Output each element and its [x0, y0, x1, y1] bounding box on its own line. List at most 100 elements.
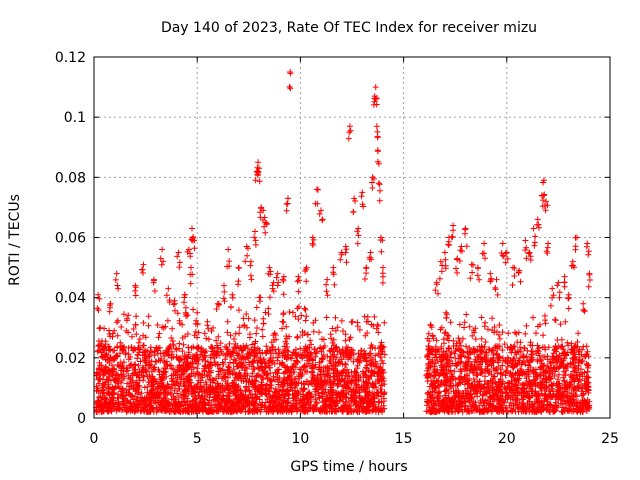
data-point [96, 295, 103, 302]
data-point [309, 368, 316, 375]
data-point [453, 265, 459, 272]
data-point [221, 282, 227, 289]
data-point [323, 281, 330, 288]
data-point [253, 304, 260, 311]
data-point [96, 325, 103, 332]
data-point [474, 272, 481, 279]
data-point [521, 345, 528, 351]
data-point [265, 311, 272, 317]
data-point [97, 324, 104, 331]
data-point [244, 252, 251, 259]
data-point [221, 374, 228, 380]
data-point [133, 313, 140, 320]
data-point [558, 336, 565, 343]
data-point [329, 325, 336, 332]
data-point [555, 279, 562, 286]
data-point [151, 288, 158, 294]
data-point [373, 123, 380, 130]
data-point [554, 282, 561, 289]
data-point [213, 337, 220, 344]
data-point [252, 241, 259, 248]
data-point [193, 317, 200, 324]
grid-lines [94, 57, 610, 418]
data-point [556, 294, 563, 301]
data-point [224, 329, 231, 336]
data-point [369, 185, 376, 191]
data-point [354, 319, 361, 326]
data-point [493, 276, 500, 283]
data-point [251, 234, 258, 241]
data-point [139, 266, 145, 273]
data-point [256, 178, 263, 185]
data-point [466, 323, 473, 330]
data-point [565, 295, 572, 302]
data-point [487, 278, 494, 285]
data-point [175, 249, 182, 256]
data-point [187, 280, 194, 287]
data-point [374, 134, 381, 141]
data-point [371, 313, 378, 320]
data-point [374, 148, 381, 155]
data-point [251, 317, 258, 324]
data-point [221, 288, 228, 295]
data-point [298, 312, 305, 319]
data-point [178, 376, 185, 383]
data-point [283, 201, 290, 208]
data-point [263, 343, 270, 350]
data-point [522, 237, 529, 244]
data-point [346, 123, 353, 130]
data-point [216, 365, 223, 372]
data-point [280, 311, 287, 318]
data-point [487, 270, 494, 277]
data-point [575, 330, 582, 337]
data-point [125, 345, 132, 351]
data-point [267, 370, 274, 376]
data-point [225, 246, 232, 253]
data-point [450, 337, 457, 344]
data-point [287, 85, 294, 92]
data-point [114, 282, 121, 289]
data-point [327, 331, 334, 338]
data-point [304, 331, 311, 338]
data-point [339, 346, 346, 353]
data-point [195, 329, 202, 336]
data-point [194, 309, 201, 316]
data-point [478, 314, 485, 321]
data-point [581, 308, 588, 315]
data-point [375, 180, 382, 187]
data-point [342, 361, 349, 368]
data-point [184, 331, 191, 337]
data-point [262, 229, 269, 236]
data-point [478, 335, 485, 342]
data-point [155, 334, 162, 341]
data-point [174, 253, 181, 260]
data-point [165, 285, 172, 292]
data-point [279, 318, 286, 325]
data-point [354, 365, 361, 372]
data-point [287, 70, 294, 77]
data-point [203, 335, 210, 342]
data-point [227, 359, 233, 366]
data-point [226, 258, 233, 265]
data-point [140, 319, 147, 326]
data-point [377, 187, 383, 194]
data-point [547, 302, 554, 309]
data-point [455, 335, 462, 342]
data-point [363, 318, 370, 325]
data-point [343, 259, 350, 266]
data-point [255, 159, 262, 166]
data-point [572, 234, 579, 241]
data-point [220, 295, 227, 302]
data-point [467, 275, 474, 282]
data-point [214, 361, 221, 368]
data-point [423, 408, 430, 415]
data-point [302, 317, 309, 324]
data-point [503, 249, 510, 256]
data-point [182, 304, 189, 311]
data-point [368, 361, 375, 368]
data-point [354, 240, 361, 247]
data-point [469, 269, 476, 276]
data-point [323, 288, 330, 295]
data-point [176, 259, 183, 266]
data-point [260, 320, 267, 327]
